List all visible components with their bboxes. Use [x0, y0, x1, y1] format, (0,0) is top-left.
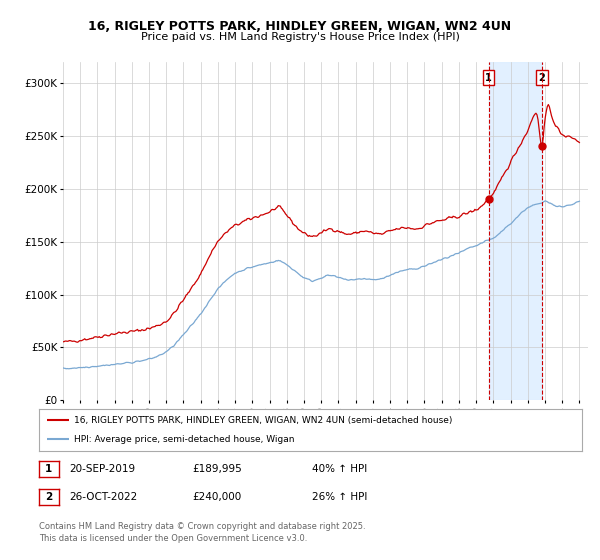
Text: 26-OCT-2022: 26-OCT-2022 — [69, 492, 137, 502]
Text: Price paid vs. HM Land Registry's House Price Index (HPI): Price paid vs. HM Land Registry's House … — [140, 32, 460, 42]
Text: £240,000: £240,000 — [192, 492, 241, 502]
Text: HPI: Average price, semi-detached house, Wigan: HPI: Average price, semi-detached house,… — [74, 435, 295, 444]
Text: 16, RIGLEY POTTS PARK, HINDLEY GREEN, WIGAN, WN2 4UN: 16, RIGLEY POTTS PARK, HINDLEY GREEN, WI… — [88, 20, 512, 32]
Text: 2: 2 — [538, 73, 545, 83]
Text: 40% ↑ HPI: 40% ↑ HPI — [312, 464, 367, 474]
Text: 16, RIGLEY POTTS PARK, HINDLEY GREEN, WIGAN, WN2 4UN (semi-detached house): 16, RIGLEY POTTS PARK, HINDLEY GREEN, WI… — [74, 416, 452, 424]
Bar — [488, 62, 542, 400]
Text: £189,995: £189,995 — [192, 464, 242, 474]
Text: 1: 1 — [45, 464, 53, 474]
Text: 20-SEP-2019: 20-SEP-2019 — [69, 464, 135, 474]
Text: Contains HM Land Registry data © Crown copyright and database right 2025.
This d: Contains HM Land Registry data © Crown c… — [39, 522, 365, 543]
Text: 2: 2 — [45, 492, 53, 502]
Text: 26% ↑ HPI: 26% ↑ HPI — [312, 492, 367, 502]
Text: 1: 1 — [485, 73, 492, 83]
